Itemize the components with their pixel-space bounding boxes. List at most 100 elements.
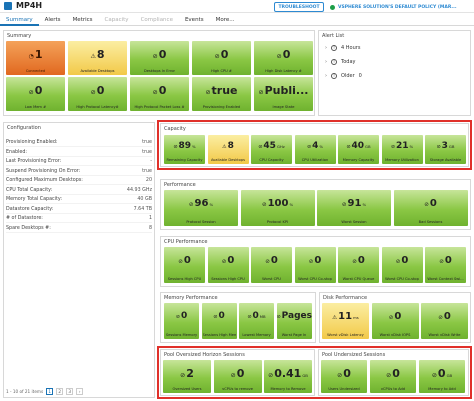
tile-value: ⚠11ms [322, 311, 369, 322]
config-value: 1 [148, 216, 152, 221]
tile-label: Memory Capacity [342, 158, 375, 162]
config-row: Datastore Capacity: 7.64 TB [6, 206, 152, 214]
tile-label: Worst Context Swi... [427, 277, 464, 281]
memory-performance-tile[interactable]: ⊘0 Sessions High Mem [201, 303, 237, 339]
next-page-icon[interactable]: › [76, 388, 84, 395]
cpu-performance-tile[interactable]: ⊘0 Worst CPU [251, 247, 292, 283]
disk-performance-tile[interactable]: ⊘0 Worst vDisk Write [421, 303, 468, 339]
tab-summary[interactable]: Summary [0, 14, 39, 26]
capacity-tile[interactable]: ⊘3GB Storage Available [425, 135, 466, 164]
check-icon: ⊘ [258, 89, 264, 97]
warning-icon: ⚠ [332, 314, 338, 321]
check-icon: ⊘ [247, 313, 252, 320]
summary-tile[interactable]: ⊘Publi... Image State [254, 77, 313, 111]
summary-tile[interactable]: ◔1 Connected [6, 41, 65, 75]
tab-events[interactable]: Events [184, 17, 204, 23]
tab-alerts[interactable]: Alerts [44, 17, 61, 23]
cpu-performance-tile[interactable]: ⊘0 Worst Context Swi... [425, 247, 466, 283]
tile-number: 40 [351, 141, 365, 152]
pool-oversized-tile[interactable]: ⊘2 Oversized Users [163, 360, 211, 393]
summary-tile[interactable]: ⊘0 High Protocol Latency# [68, 77, 127, 111]
summary-tile[interactable]: ⊘true Provisioning Enabled [192, 77, 251, 111]
capacity-tile[interactable]: ⊘45GHz CPU Capacity [251, 135, 292, 164]
config-key: Memory Total Capacity: [6, 197, 62, 202]
tile-label: High Protocol Packet Loss # [134, 105, 185, 109]
tile-label: Worst Page In [281, 333, 307, 337]
alert-group-older[interactable]: › ! Older 0 [325, 73, 362, 79]
page-button-2[interactable]: 2 [56, 388, 64, 395]
tile-number: 0 [392, 367, 400, 381]
pool-undersized-tile[interactable]: ⊘0 vCPUs to Add [370, 360, 416, 393]
pool-oversized-tile[interactable]: ⊘0 vCPUs to remove [213, 360, 262, 393]
cpu-performance-tile[interactable]: ⊘0 Worst CPU Co-stop [294, 247, 336, 283]
tile-number: 96 [194, 197, 209, 209]
tile-number: 0 [314, 254, 322, 266]
capacity-tile[interactable]: ⚠8 Available Desktops [207, 135, 249, 164]
capacity-tile[interactable]: ⊘21% Memory Utilization [381, 135, 423, 164]
capacity-tile[interactable]: ⊘4% CPU Utilization [294, 135, 336, 164]
tile-number: 0 [443, 310, 451, 322]
tab-compliance[interactable]: Compliance [140, 17, 173, 23]
config-value: true [142, 140, 152, 145]
troubleshoot-button[interactable]: TROUBLESHOOT [274, 2, 324, 12]
tile-value: ⊘0GB [419, 367, 465, 380]
tile-label: Users Undersized [328, 387, 360, 391]
page-button-3[interactable]: 3 [66, 388, 74, 395]
summary-tile[interactable]: ⚠8 Available Desktops [68, 41, 127, 75]
alert-group-4-hours[interactable]: › ! 4 Hours [325, 45, 360, 51]
capacity-tile[interactable]: ⊘89% Remaining Capacity [164, 135, 205, 164]
tab-capacity[interactable]: Capacity [104, 17, 129, 23]
disk-performance-title: Disk Performance [323, 295, 368, 301]
tile-unit: % [362, 201, 367, 207]
cpu-performance-tile[interactable]: ⊘0 Sessions High CPU [164, 247, 205, 283]
tile-value: ⚠8 [208, 141, 249, 151]
tile-label: Sessions High CPU [167, 277, 202, 281]
tile-value: ⊘91% [317, 198, 391, 209]
summary-tile[interactable]: ⊘0 High Protocol Packet Loss # [130, 77, 189, 111]
alert-group-today[interactable]: › ! Today [325, 59, 355, 65]
performance-tile[interactable]: ⊘96% Protocol Session [164, 190, 238, 226]
pool-undersized-tile[interactable]: ⊘0 Users Undersized [321, 360, 367, 393]
tile-value: ⊘Publi... [254, 84, 313, 97]
tile-unit: % [209, 201, 214, 207]
tile-number: 11 [338, 310, 353, 322]
summary-tile[interactable]: ⊘0 High CPU # [192, 41, 251, 75]
cpu-performance-tile[interactable]: ⊘0 Sessions High CPU [207, 247, 249, 283]
disk-performance-tile[interactable]: ⚠11ms Worst vDisk Latency [322, 303, 369, 339]
config-value: true [142, 149, 152, 155]
memory-performance-tile[interactable]: ⊘0 Sessions Memory [164, 303, 199, 339]
tile-value: ⊘0 [208, 255, 249, 266]
tile-label: Worst vDisk IOPS [379, 333, 411, 337]
summary-tile[interactable]: ⊘0 Low Mem # [6, 77, 65, 111]
page-button-1[interactable]: 1 [46, 388, 54, 395]
pool-undersized-tile[interactable]: ⊘0GB Memory to Add [419, 360, 465, 393]
check-icon: ⊘ [308, 258, 314, 265]
tile-label: Sessions Memory [165, 333, 198, 337]
tile-label: Desktops In Error [143, 69, 176, 73]
tab-metrics[interactable]: Metrics [72, 17, 93, 23]
performance-tile[interactable]: ⊘0 Bad Sessions [393, 190, 468, 226]
summary-tile[interactable]: ⊘0 Desktops In Error [130, 41, 189, 75]
tile-value: ⊘4% [295, 141, 336, 151]
tile-label: Protocol KPI [266, 220, 289, 224]
memory-performance-tile[interactable]: ⊘0MB Lowest Memory [239, 303, 274, 339]
summary-tile[interactable]: ⊘0 High Disk Latency # [254, 41, 313, 75]
tile-label: Sessions High Mem [202, 333, 236, 337]
alert-list-title: Alert List [322, 33, 345, 39]
tile-label: Memory to Remove [270, 387, 306, 391]
performance-tile[interactable]: ⊘91% Worst Session [317, 190, 391, 226]
cpu-performance-tile[interactable]: ⊘0 Worst CPU Co-stop [381, 247, 423, 283]
tile-number: 89 [178, 141, 192, 152]
tile-unit: GB [446, 373, 453, 379]
config-row: Last Provisioning Error: - [6, 158, 152, 166]
memory-performance-tile[interactable]: ⊘Pages/... Worst Page In [276, 303, 312, 339]
tile-value: ⊘0 [382, 255, 423, 266]
disk-performance-tile[interactable]: ⊘0 Worst vDisk IOPS [371, 303, 419, 339]
pool-oversized-tile[interactable]: ⊘0.41GB Memory to Remove [264, 360, 312, 393]
cpu-performance-tile[interactable]: ⊘0 Worst CPU Queue [338, 247, 379, 283]
tile-number: 0 [34, 84, 43, 98]
tab-more[interactable]: More... [215, 17, 235, 23]
policy-link[interactable]: VSPHERE SOLUTION'S DEFAULT POLICY (MAR..… [330, 2, 472, 12]
capacity-tile[interactable]: ⊘40GB Memory Capacity [338, 135, 379, 164]
performance-tile[interactable]: ⊘100% Protocol KPI [240, 190, 315, 226]
